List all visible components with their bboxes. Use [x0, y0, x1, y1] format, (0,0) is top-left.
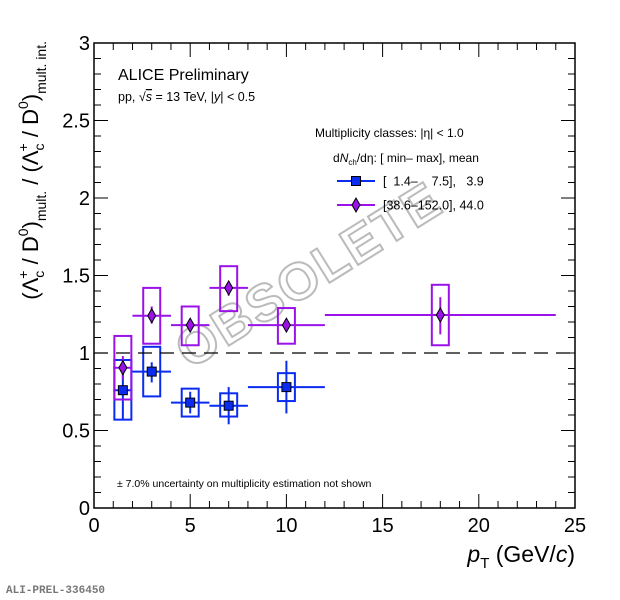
y-tick-label: 1.5 — [62, 266, 90, 288]
data-point-square — [146, 366, 157, 377]
legend-square-marker — [351, 176, 361, 186]
header: ALICE Preliminary — [118, 67, 249, 84]
y-tick-label: 1 — [79, 343, 90, 365]
data-point-square — [185, 397, 196, 408]
data-point-diamond — [281, 317, 291, 334]
legend-label: [ 1.4– 7.5], 3.9 — [383, 175, 484, 189]
annotation: ± 7.0% uncertainty on multiplicity estim… — [117, 478, 372, 490]
data-point-square — [117, 385, 128, 396]
series-square — [113, 345, 325, 425]
data-point-diamond — [185, 317, 195, 334]
y-tick-label: 2 — [79, 188, 90, 210]
legend: Multiplicity classes: |η| < 1.0 dNch/dη:… — [315, 126, 484, 214]
x-axis-label: pT (GeV/c) — [466, 541, 575, 572]
x-tick-label: 0 — [88, 515, 99, 537]
legend-title: Multiplicity classes: |η| < 1.0 — [315, 126, 464, 140]
legend-entry: [ 1.4– 7.5], 3.9 — [337, 175, 484, 189]
x-tick-label: 15 — [371, 515, 393, 537]
x-tick-label: 10 — [275, 515, 297, 537]
legend-diamond-marker — [351, 196, 361, 214]
subheader: pp, √s = 13 TeV, |y| < 0.5 — [118, 90, 255, 104]
x-tick-label: 5 — [185, 515, 196, 537]
legend-label: [38.6–152.0], 44.0 — [383, 199, 484, 213]
y-tick-label: 2.5 — [62, 111, 90, 133]
y-tick-label: 0 — [79, 498, 90, 520]
legend-subtitle: dNch/dη: [ min– max], mean — [333, 151, 479, 167]
series-diamond — [113, 265, 556, 401]
legend-entry: [38.6–152.0], 44.0 — [337, 196, 484, 214]
data-point-diamond — [435, 307, 445, 324]
y-tick-label: 0.5 — [62, 421, 90, 443]
data-point-diamond — [224, 279, 234, 296]
y-tick-label: 3 — [79, 33, 90, 55]
figure-id: ALI-PREL-336450 — [6, 585, 106, 597]
x-tick-label: 20 — [468, 515, 490, 537]
data-point-diamond — [147, 307, 157, 324]
data-point-square — [281, 382, 292, 393]
x-tick-label: 25 — [564, 515, 586, 537]
data-point-square — [223, 400, 234, 411]
y-axis-label: (Λc+ / D0)mult. / (Λc+ / D0)mult. int. — [15, 41, 49, 300]
data-point-diamond — [118, 359, 128, 376]
